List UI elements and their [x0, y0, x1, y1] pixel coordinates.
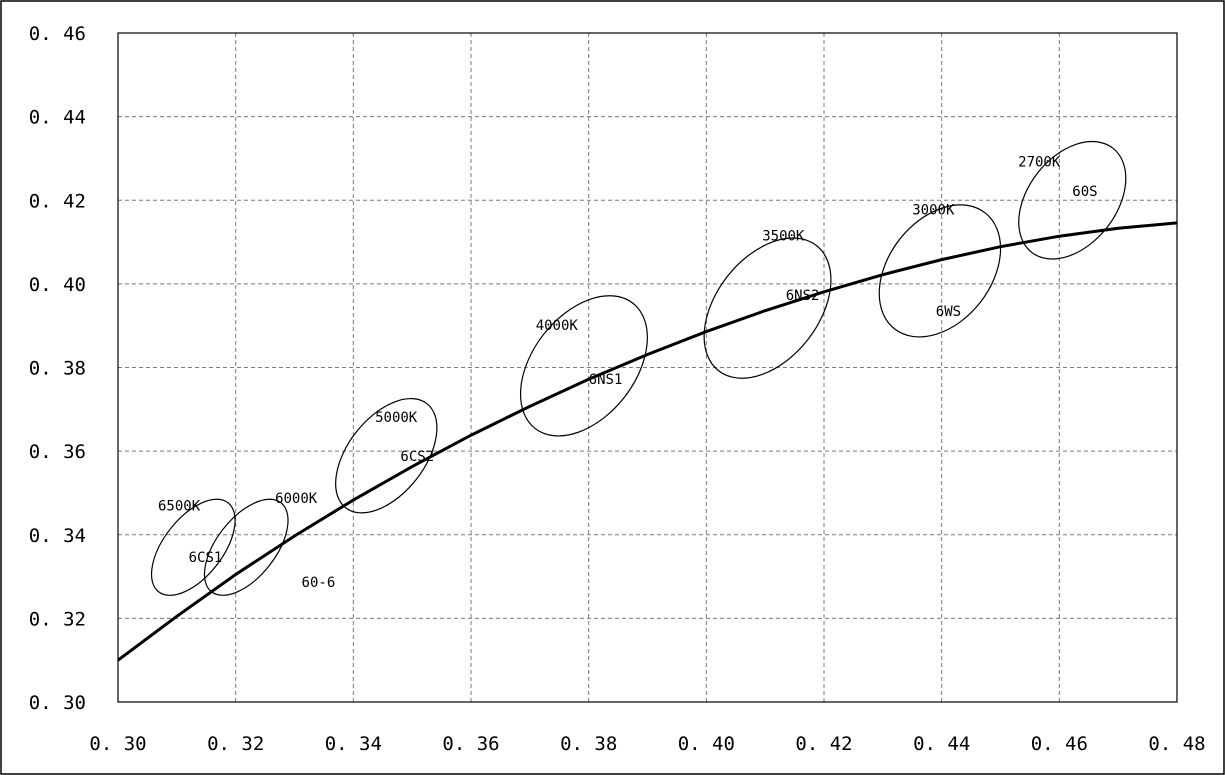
- x-tick-label: 0. 44: [913, 733, 970, 755]
- y-tick-label: 0. 38: [29, 358, 86, 380]
- tolerance-ellipse: [150, 498, 236, 596]
- point-label: 6500K: [158, 498, 201, 514]
- x-axis-tick-labels: 0. 30 0. 32 0. 34 0. 36 0. 38 0. 40 0. 42 0. 44…: [89, 733, 1205, 755]
- tolerance-ellipse: [519, 295, 648, 437]
- tolerance-ellipse: [335, 397, 438, 514]
- point-label: 5000K: [375, 410, 418, 426]
- point-label: 2700K: [1018, 154, 1061, 170]
- x-tick-label: 0. 46: [1031, 733, 1088, 755]
- y-tick-label: 0. 44: [29, 107, 86, 129]
- y-tick-label: 0. 46: [29, 23, 86, 45]
- point-label: 60-6: [302, 575, 336, 591]
- x-tick-label: 0. 40: [678, 733, 735, 755]
- y-tick-label: 0. 42: [29, 190, 86, 212]
- annotations: 6500K 6CS1 6000K 60-6 5000K 6CS2 4000K 6NS1 3500…: [158, 154, 1098, 591]
- point-label: 60S: [1072, 184, 1097, 200]
- point-label: 3500K: [762, 228, 805, 244]
- x-tick-label: 0. 32: [207, 733, 264, 755]
- point-label: 6NS1: [589, 372, 623, 388]
- point-label: 6WS: [936, 304, 961, 320]
- planckian-locus-curve: [117, 221, 1178, 662]
- x-tick-label: 0. 30: [89, 733, 146, 755]
- point-label: 6CS1: [189, 550, 223, 566]
- point-label: 6CS2: [400, 449, 434, 465]
- x-tick-label: 0. 36: [442, 733, 499, 755]
- tolerance-ellipse: [878, 204, 1002, 338]
- x-tick-label: 0. 42: [795, 733, 852, 755]
- point-label: 3000K: [912, 202, 955, 218]
- tolerance-ellipse: [703, 237, 832, 379]
- tolerance-ellipse: [1018, 140, 1127, 260]
- y-tick-label: 0. 36: [29, 441, 86, 463]
- plot-area-frame: [117, 32, 1178, 703]
- x-tick-label: 0. 34: [325, 733, 382, 755]
- x-tick-label: 0. 48: [1148, 733, 1205, 755]
- y-tick-label: 0. 32: [29, 608, 86, 630]
- y-tick-label: 0. 30: [29, 692, 86, 714]
- y-axis-tick-labels: 0. 30 0. 32 0. 34 0. 36 0. 38 0. 40 0. 42 0. 44…: [29, 23, 86, 714]
- y-tick-label: 0. 40: [29, 274, 86, 296]
- y-tick-label: 0. 34: [29, 525, 86, 547]
- point-label: 4000K: [536, 318, 579, 334]
- point-label: 6NS2: [786, 288, 820, 304]
- x-tick-label: 0. 38: [560, 733, 617, 755]
- point-label: 6000K: [275, 491, 318, 507]
